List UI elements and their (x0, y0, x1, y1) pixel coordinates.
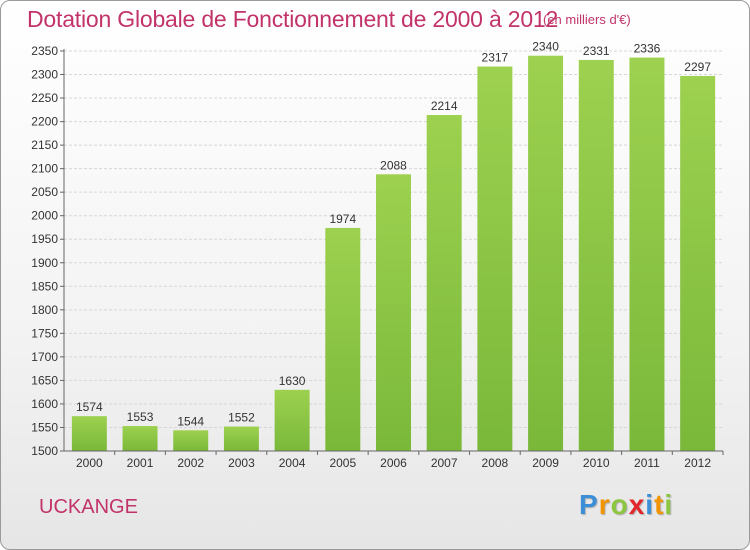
data-label-2010: 2331 (583, 44, 610, 58)
logo-letter: o (610, 489, 629, 520)
bar-2009 (528, 55, 564, 452)
x-tick-label-2009: 2009 (532, 456, 559, 470)
y-tick-label: 2250 (31, 91, 58, 105)
bar-2006 (376, 174, 411, 451)
x-tick-label-2000: 2000 (76, 456, 103, 470)
data-label-2008: 2317 (482, 51, 509, 65)
y-tick-label: 2000 (31, 209, 58, 223)
x-tick-label-2003: 2003 (228, 456, 255, 470)
data-label-2007: 2214 (431, 99, 458, 113)
x-tick-label-2001: 2001 (127, 456, 154, 470)
data-label-2004: 1630 (279, 374, 306, 388)
y-tick-label: 1650 (31, 373, 58, 387)
y-tick-label: 1600 (31, 397, 58, 411)
x-tick-label-2008: 2008 (482, 456, 509, 470)
y-tick-label: 2350 (31, 44, 58, 58)
bar-2008 (477, 66, 513, 451)
y-tick-label: 2200 (31, 115, 58, 129)
x-tick-label-2010: 2010 (583, 456, 610, 470)
x-tick-label-2004: 2004 (279, 456, 306, 470)
data-label-2001: 1553 (127, 410, 154, 424)
chart-title: Dotation Globale de Fonctionnement de 20… (27, 6, 559, 32)
y-tick-label: 1850 (31, 279, 58, 293)
data-label-2012: 2297 (684, 60, 711, 74)
data-label-2009: 2340 (532, 40, 559, 54)
bars (71, 55, 716, 452)
logo-letter: i (645, 489, 655, 520)
logo-letter: i (664, 489, 674, 520)
labels: 1500 1550 1600 1650 1700 1750 1800 1850 1900 1950… (31, 40, 711, 470)
commune-name: UCKANGE (39, 496, 138, 518)
y-tick-label: 2300 (31, 68, 58, 82)
x-tick-label-2007: 2007 (431, 456, 458, 470)
x-tick-label-2002: 2002 (177, 456, 204, 470)
bar-2011 (629, 57, 665, 452)
y-tick-label: 1900 (31, 256, 58, 270)
data-label-2002: 1544 (177, 414, 204, 428)
logo-letter: r (598, 489, 611, 520)
proxiti-logo: Proxiti (579, 489, 673, 521)
y-tick-label: 1800 (31, 303, 58, 317)
data-label-2005: 1974 (329, 212, 356, 226)
chart-subtitle: (en milliers d'€) (543, 12, 631, 27)
data-label-2011: 2336 (634, 42, 661, 56)
y-tick-label: 1550 (31, 420, 58, 434)
y-tick-label: 1500 (31, 444, 58, 458)
bar-2010 (578, 59, 614, 452)
data-label-2006: 2088 (380, 158, 407, 172)
data-label-2000: 1574 (76, 400, 103, 414)
y-tick-label: 2150 (31, 138, 58, 152)
x-tick-label-2005: 2005 (329, 456, 356, 470)
x-tick-label-2011: 2011 (634, 456, 660, 470)
y-tick-label: 2100 (31, 162, 58, 176)
logo-letter: x (628, 489, 646, 520)
bar-2001 (122, 426, 158, 451)
bar-2004 (274, 389, 310, 451)
y-tick-label: 1700 (31, 350, 58, 364)
bar-2000 (71, 416, 107, 451)
y-tick-label: 2050 (31, 185, 58, 199)
y-tick-label: 1950 (31, 232, 58, 246)
x-tick-label-2006: 2006 (380, 456, 407, 470)
x-tick-label-2012: 2012 (684, 456, 711, 470)
bar-2007 (426, 115, 462, 451)
bar-2003 (223, 426, 259, 451)
bar-2002 (173, 430, 209, 451)
logo-letter: P (579, 489, 599, 520)
y-tick-label: 1750 (31, 326, 58, 340)
bar-2012 (680, 75, 716, 452)
data-label-2003: 1552 (228, 411, 255, 425)
axes (60, 49, 724, 455)
logo-letter: t (654, 489, 665, 520)
bar-2005 (325, 227, 361, 451)
